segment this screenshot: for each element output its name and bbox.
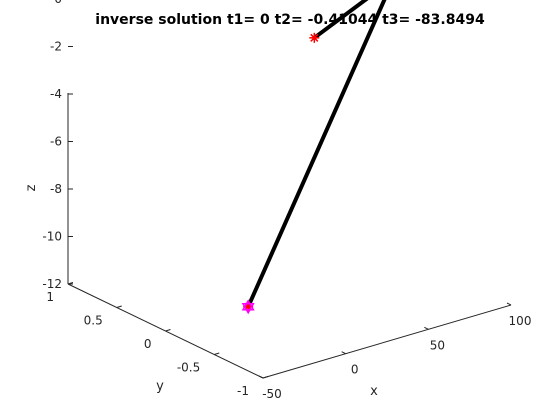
x-axis-label: x xyxy=(370,384,378,399)
y-tick-label: -0.5 xyxy=(177,361,200,375)
joint-marker xyxy=(309,32,320,43)
z-tick-label: -12 xyxy=(42,277,62,291)
y-tick-mark xyxy=(214,352,220,355)
z-tick-label: -6 xyxy=(50,135,62,149)
x-tick-mark xyxy=(341,351,346,355)
x-tick-label: 100 xyxy=(509,314,532,328)
x-tick-mark xyxy=(506,302,512,306)
x-tick-mark xyxy=(424,326,429,330)
y-tick-label: -1 xyxy=(237,384,249,398)
arm-line xyxy=(246,0,387,309)
z-tick-label: -2 xyxy=(50,40,62,54)
y-tick-label: 1 xyxy=(46,290,54,304)
z-axis-label: z xyxy=(24,184,39,191)
base-marker xyxy=(241,299,255,315)
z-tick-label: 0 xyxy=(54,0,62,6)
chart-title: inverse solution t1= 0 t2= -0.41044 t3= … xyxy=(95,12,485,28)
y-tick-mark xyxy=(165,329,171,332)
y-tick-mark xyxy=(116,305,122,308)
x-tick-label: 0 xyxy=(351,363,359,377)
x-ticks: -50 0 50 100 xyxy=(258,302,532,401)
z-tick-label: -8 xyxy=(50,182,62,196)
series-layer xyxy=(241,0,387,315)
x-tick-mark xyxy=(258,375,264,379)
y-axis-label: y xyxy=(156,379,164,394)
y-tick-mark xyxy=(262,376,269,379)
z-tick-label: -4 xyxy=(50,87,62,101)
z-ticks: -12 -10 -8 -6 -4 -2 0 xyxy=(42,0,73,291)
y-tick-label: 0.5 xyxy=(84,314,103,328)
z-tick-label: -10 xyxy=(42,230,62,244)
x-axis-line xyxy=(262,304,512,379)
x-tick-label: -50 xyxy=(262,387,282,401)
y-tick-mark xyxy=(67,282,74,285)
y-tick-label: 0 xyxy=(144,337,152,351)
axes-group xyxy=(67,93,512,379)
x-tick-label: 50 xyxy=(430,338,445,352)
y-ticks: -1 -0.5 0 0.5 1 xyxy=(46,282,269,398)
